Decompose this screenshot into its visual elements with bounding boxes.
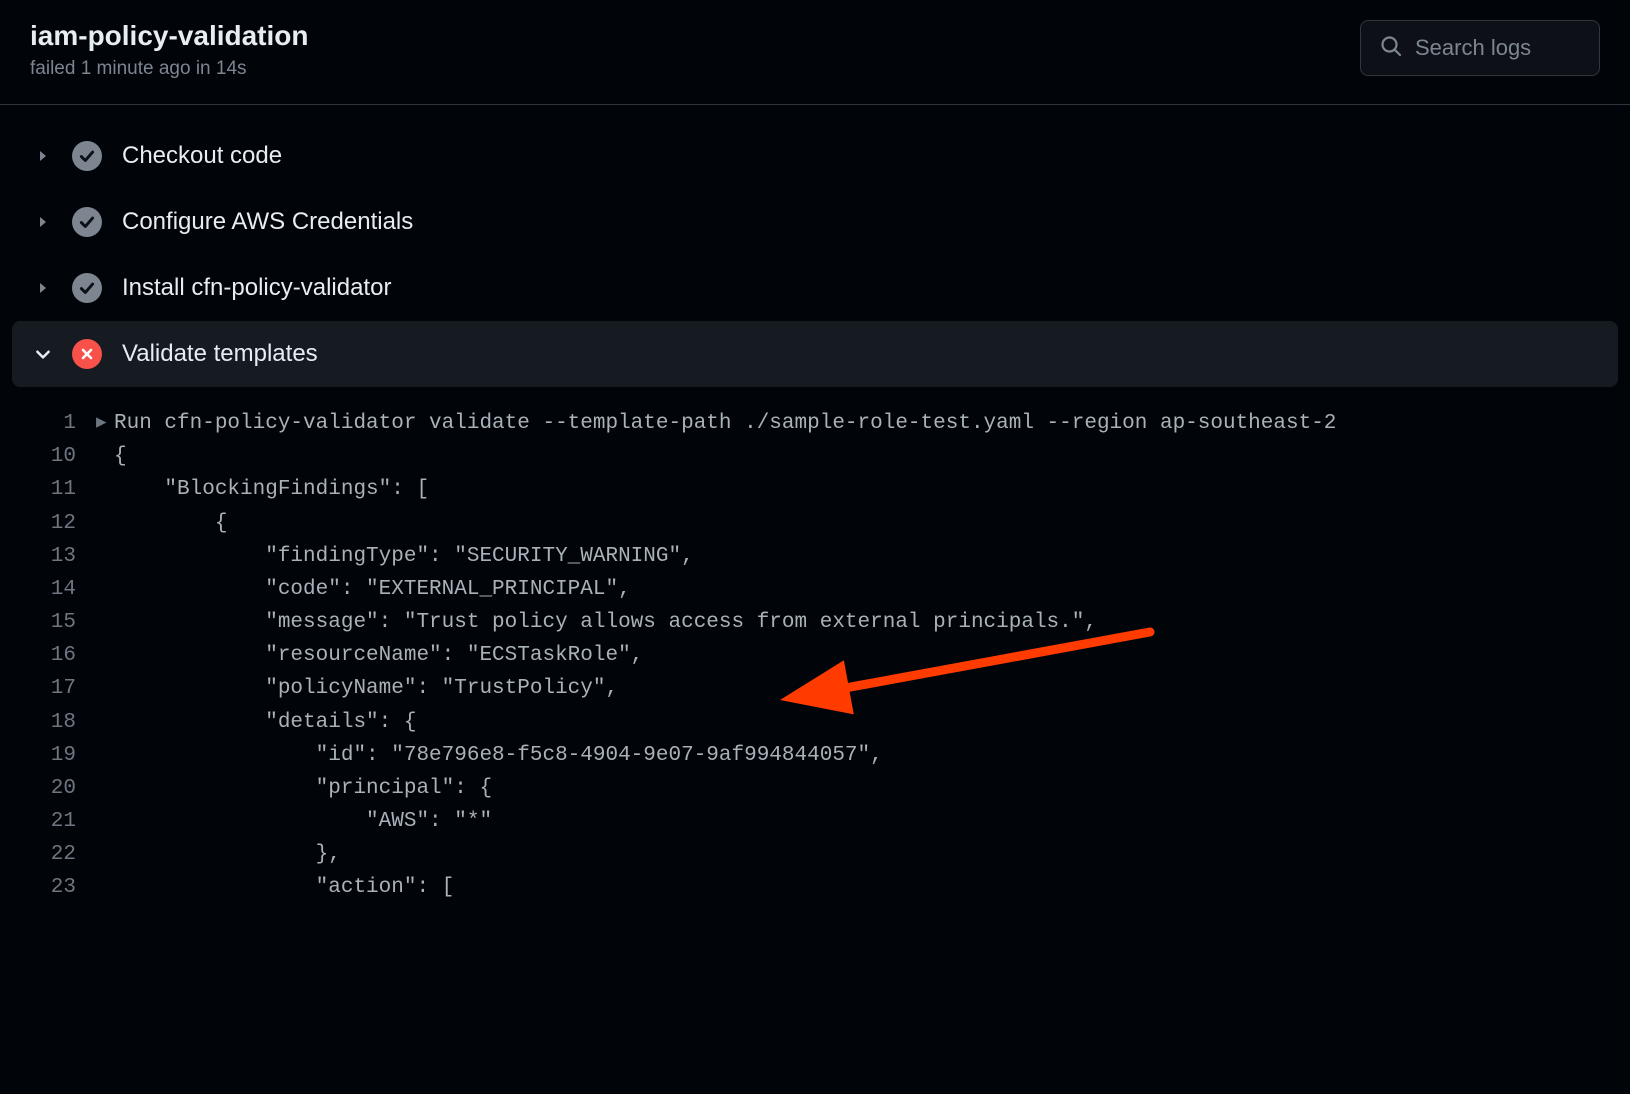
log-line: 10 { [0, 440, 1630, 473]
line-number: 18 [0, 706, 96, 739]
step-install-cfn-policy-validator[interactable]: Install cfn-policy-validator [12, 255, 1618, 321]
log-line: 21 "AWS": "*" [0, 805, 1630, 838]
log-line: 19 "id": "78e796e8-f5c8-4904-9e07-9af994… [0, 739, 1630, 772]
line-number: 23 [0, 871, 96, 904]
log-line: 16 "resourceName": "ECSTaskRole", [0, 639, 1630, 672]
log-line: 1▸Run cfn-policy-validator validate --te… [0, 407, 1630, 440]
expand-caret-icon [96, 838, 114, 871]
line-number: 1 [0, 407, 96, 440]
line-number: 16 [0, 639, 96, 672]
log-line: 20 "principal": { [0, 772, 1630, 805]
log-line: 17 "policyName": "TrustPolicy", [0, 672, 1630, 705]
line-number: 11 [0, 473, 96, 506]
line-number: 19 [0, 739, 96, 772]
step-label: Checkout code [122, 142, 282, 170]
status-success-icon [72, 141, 102, 171]
search-input[interactable] [1415, 35, 1581, 61]
workflow-status-text: failed 1 minute ago in 14s [30, 58, 309, 80]
header-left: iam-policy-validation failed 1 minute ag… [30, 20, 309, 80]
log-text: "policyName": "TrustPolicy", [114, 672, 618, 705]
log-line: 23 "action": [ [0, 871, 1630, 904]
log-text: "findingType": "SECURITY_WARNING", [114, 540, 694, 573]
step-validate-templates[interactable]: Validate templates [12, 321, 1618, 387]
log-text: "AWS": "*" [114, 805, 492, 838]
chevron-right-icon [34, 213, 52, 231]
line-number: 14 [0, 573, 96, 606]
log-text: Run cfn-policy-validator validate --temp… [114, 407, 1336, 440]
log-text: "BlockingFindings": [ [114, 473, 429, 506]
log-line: 15 "message": "Trust policy allows acces… [0, 606, 1630, 639]
chevron-right-icon [34, 279, 52, 297]
expand-caret-icon [96, 672, 114, 705]
log-text: "principal": { [114, 772, 492, 805]
expand-caret-icon [96, 507, 114, 540]
line-number: 10 [0, 440, 96, 473]
expand-caret-icon[interactable]: ▸ [96, 407, 114, 440]
line-number: 12 [0, 507, 96, 540]
line-number: 17 [0, 672, 96, 705]
step-label: Configure AWS Credentials [122, 208, 413, 236]
expand-caret-icon [96, 440, 114, 473]
step-checkout-code[interactable]: Checkout code [12, 123, 1618, 189]
log-text: "id": "78e796e8-f5c8-4904-9e07-9af994844… [114, 739, 883, 772]
step-label: Install cfn-policy-validator [122, 274, 391, 302]
log-text: "resourceName": "ECSTaskRole", [114, 639, 643, 672]
workflow-title: iam-policy-validation [30, 20, 309, 52]
log-output: 1▸Run cfn-policy-validator validate --te… [0, 387, 1630, 905]
log-line: 22 }, [0, 838, 1630, 871]
log-line: 13 "findingType": "SECURITY_WARNING", [0, 540, 1630, 573]
log-line: 11 "BlockingFindings": [ [0, 473, 1630, 506]
expand-caret-icon [96, 772, 114, 805]
log-text: "details": { [114, 706, 416, 739]
status-success-icon [72, 273, 102, 303]
log-line: 14 "code": "EXTERNAL_PRINCIPAL", [0, 573, 1630, 606]
log-line: 12 { [0, 507, 1630, 540]
step-label: Validate templates [122, 340, 318, 368]
line-number: 21 [0, 805, 96, 838]
status-fail-icon [72, 339, 102, 369]
log-text: "message": "Trust policy allows access f… [114, 606, 1097, 639]
line-number: 13 [0, 540, 96, 573]
expand-caret-icon [96, 473, 114, 506]
chevron-down-icon [34, 345, 52, 363]
status-success-icon [72, 207, 102, 237]
expand-caret-icon [96, 606, 114, 639]
line-number: 15 [0, 606, 96, 639]
log-text: "action": [ [114, 871, 454, 904]
expand-caret-icon [96, 540, 114, 573]
expand-caret-icon [96, 871, 114, 904]
line-number: 22 [0, 838, 96, 871]
line-number: 20 [0, 772, 96, 805]
log-text: "code": "EXTERNAL_PRINCIPAL", [114, 573, 631, 606]
log-text: { [114, 440, 127, 473]
expand-caret-icon [96, 805, 114, 838]
search-logs-field[interactable] [1360, 20, 1600, 76]
expand-caret-icon [96, 639, 114, 672]
expand-caret-icon [96, 739, 114, 772]
search-icon [1379, 34, 1403, 63]
steps-list: Checkout code Configure AWS Credentials … [0, 105, 1630, 387]
log-text: }, [114, 838, 341, 871]
workflow-header: iam-policy-validation failed 1 minute ag… [0, 0, 1630, 105]
expand-caret-icon [96, 706, 114, 739]
chevron-right-icon [34, 147, 52, 165]
step-configure-aws-credentials[interactable]: Configure AWS Credentials [12, 189, 1618, 255]
expand-caret-icon [96, 573, 114, 606]
log-line: 18 "details": { [0, 706, 1630, 739]
log-text: { [114, 507, 227, 540]
